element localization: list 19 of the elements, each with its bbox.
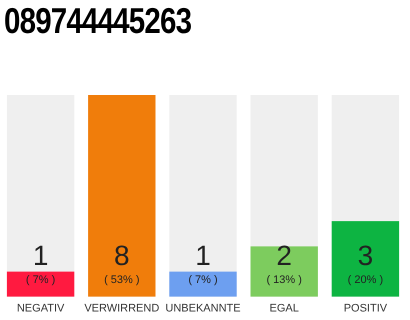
data-label: 2 [276, 240, 292, 271]
x-tick-label: EGAL [270, 302, 299, 314]
bar [250, 246, 318, 297]
bar [169, 272, 237, 297]
annotation: ( 7% ) [26, 274, 56, 286]
data-label: 1 [32, 240, 48, 271]
x-tick-label: VERWIRREND [84, 302, 160, 314]
data-label: 1 [195, 240, 211, 271]
annotation: ( 13% ) [266, 274, 302, 286]
data-label: 3 [358, 240, 374, 271]
x-tick-label: POSITIV [344, 302, 388, 314]
bar [6, 272, 74, 297]
annotation: ( 53% ) [104, 274, 140, 286]
annotation: ( 7% ) [188, 274, 218, 286]
x-tick-label: UNBEKANNTE [165, 302, 241, 314]
annotation: ( 20% ) [348, 274, 384, 286]
chart-title: 089744445263 [4, 0, 192, 42]
x-tick-label: NEGATIV [16, 302, 65, 314]
data-label: 8 [114, 240, 130, 271]
